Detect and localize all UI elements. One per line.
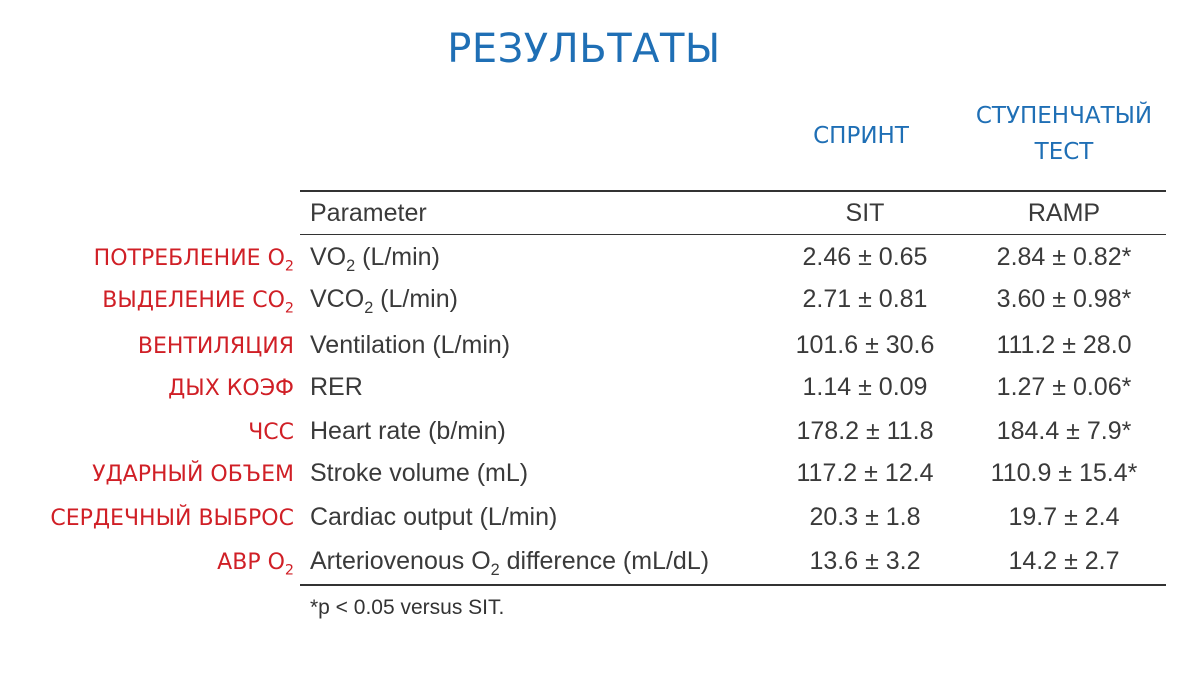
- ramp-value-cell: 19.7 ± 2.4: [1008, 503, 1120, 531]
- parameter-sub: 2: [346, 257, 356, 275]
- parameter-cell: Arteriovenous O2 difference (mL/dL): [310, 547, 709, 580]
- column-label-step-test-line2: ТЕСТ: [1034, 139, 1094, 165]
- parameter-cell: Cardiac output (L/min): [310, 503, 557, 532]
- parameter-cell: Heart rate (b/min): [310, 417, 506, 446]
- ru-row-label-text: АВР О: [217, 550, 285, 575]
- parameter-post: difference (mL/dL): [499, 547, 710, 575]
- sit-value-cell: 101.6 ± 30.6: [795, 331, 935, 359]
- sit-value-cell: 20.3 ± 1.8: [809, 503, 921, 531]
- parameter-cell: RER: [310, 373, 363, 402]
- ru-row-label-text: УДАРНЫЙ ОБЪЕМ: [92, 462, 294, 487]
- parameter-cell: Ventilation (L/min): [310, 331, 510, 360]
- parameter-post: (L/min): [373, 285, 458, 313]
- parameter-sub: 2: [364, 299, 374, 317]
- sit-value-cell: 117.2 ± 12.4: [796, 459, 934, 487]
- parameter-pre: Arteriovenous O: [310, 547, 491, 575]
- column-label-sprint: СПРИНТ: [813, 123, 909, 149]
- ramp-value-cell: 14.2 ± 2.7: [1008, 547, 1120, 575]
- ramp-value-cell: 110.9 ± 15.4*: [990, 459, 1138, 487]
- parameter-pre: VCO: [310, 285, 365, 313]
- parameter-cell: Stroke volume (mL): [310, 459, 528, 488]
- ru-row-label: ДЫХ КОЭФ: [168, 376, 294, 401]
- ru-row-label-text: ПОТРЕБЛЕНИЕ О: [93, 246, 285, 271]
- ru-row-label: ЧСС: [248, 420, 294, 445]
- sit-value-cell: 13.6 ± 3.2: [809, 547, 921, 575]
- parameter-post: (L/min): [355, 243, 440, 271]
- ru-row-label-text: ВЫДЕЛЕНИЕ СО: [102, 288, 285, 313]
- ru-row-label-text: ЧСС: [248, 420, 294, 445]
- table-header-rule: [300, 234, 1166, 235]
- ramp-value-cell: 3.60 ± 0.98*: [996, 285, 1132, 313]
- ru-row-label-text: ВЕНТИЛЯЦИЯ: [137, 334, 294, 359]
- ru-row-label: УДАРНЫЙ ОБЪЕМ: [92, 462, 294, 487]
- sit-value-cell: 2.46 ± 0.65: [802, 243, 928, 271]
- sit-value-cell: 2.71 ± 0.81: [802, 285, 928, 313]
- ru-row-label-subscript: 2: [284, 562, 294, 579]
- ramp-value-cell: 184.4 ± 7.9*: [996, 417, 1132, 445]
- parameter-pre: RER: [310, 373, 363, 401]
- ramp-value-cell: 111.2 ± 28.0: [996, 331, 1132, 359]
- ru-row-label: СЕРДЕЧНЫЙ ВЫБРОС: [50, 506, 294, 531]
- ru-row-label: АВР О2: [217, 550, 294, 578]
- ramp-value-cell: 2.84 ± 0.82*: [996, 243, 1132, 271]
- sit-value-cell: 178.2 ± 11.8: [796, 417, 934, 445]
- parameter-pre: Ventilation (L/min): [310, 331, 511, 359]
- ru-row-label-text: ДЫХ КОЭФ: [168, 376, 294, 401]
- parameter-cell: VO2 (L/min): [310, 243, 440, 276]
- sit-value-cell: 1.14 ± 0.09: [802, 373, 928, 401]
- parameter-sub: 2: [490, 561, 500, 579]
- column-label-step-test-line1: СТУПЕНЧАТЫЙ: [975, 103, 1153, 129]
- header-ramp: RAMP: [1027, 199, 1101, 227]
- ramp-value-cell: 1.27 ± 0.06*: [996, 373, 1132, 401]
- table-footnote: *p < 0.05 versus SIT.: [310, 596, 505, 619]
- parameter-pre: Cardiac output (L/min): [310, 503, 558, 531]
- ru-row-label: ВЕНТИЛЯЦИЯ: [138, 334, 294, 359]
- page-title: РЕЗУЛЬТАТЫ: [447, 26, 721, 72]
- column-label-step-test: СТУПЕНЧАТЫЙ ТЕСТ: [964, 98, 1164, 170]
- parameter-cell: VCO2 (L/min): [310, 285, 458, 318]
- parameter-pre: Heart rate (b/min): [310, 417, 506, 445]
- table-bottom-rule: [300, 584, 1166, 586]
- ru-row-label-subscript: 2: [284, 300, 294, 317]
- ru-row-label-subscript: 2: [284, 258, 294, 275]
- ru-row-label: ПОТРЕБЛЕНИЕ О2: [94, 246, 294, 274]
- ru-row-label-text: СЕРДЕЧНЫЙ ВЫБРОС: [50, 506, 294, 531]
- header-parameter: Parameter: [310, 199, 427, 227]
- ru-row-label: ВЫДЕЛЕНИЕ СО2: [102, 288, 294, 316]
- parameter-pre: Stroke volume (mL): [310, 459, 529, 487]
- table-top-rule: [300, 190, 1166, 192]
- header-sit: SIT: [845, 199, 885, 227]
- parameter-pre: VO: [310, 243, 347, 271]
